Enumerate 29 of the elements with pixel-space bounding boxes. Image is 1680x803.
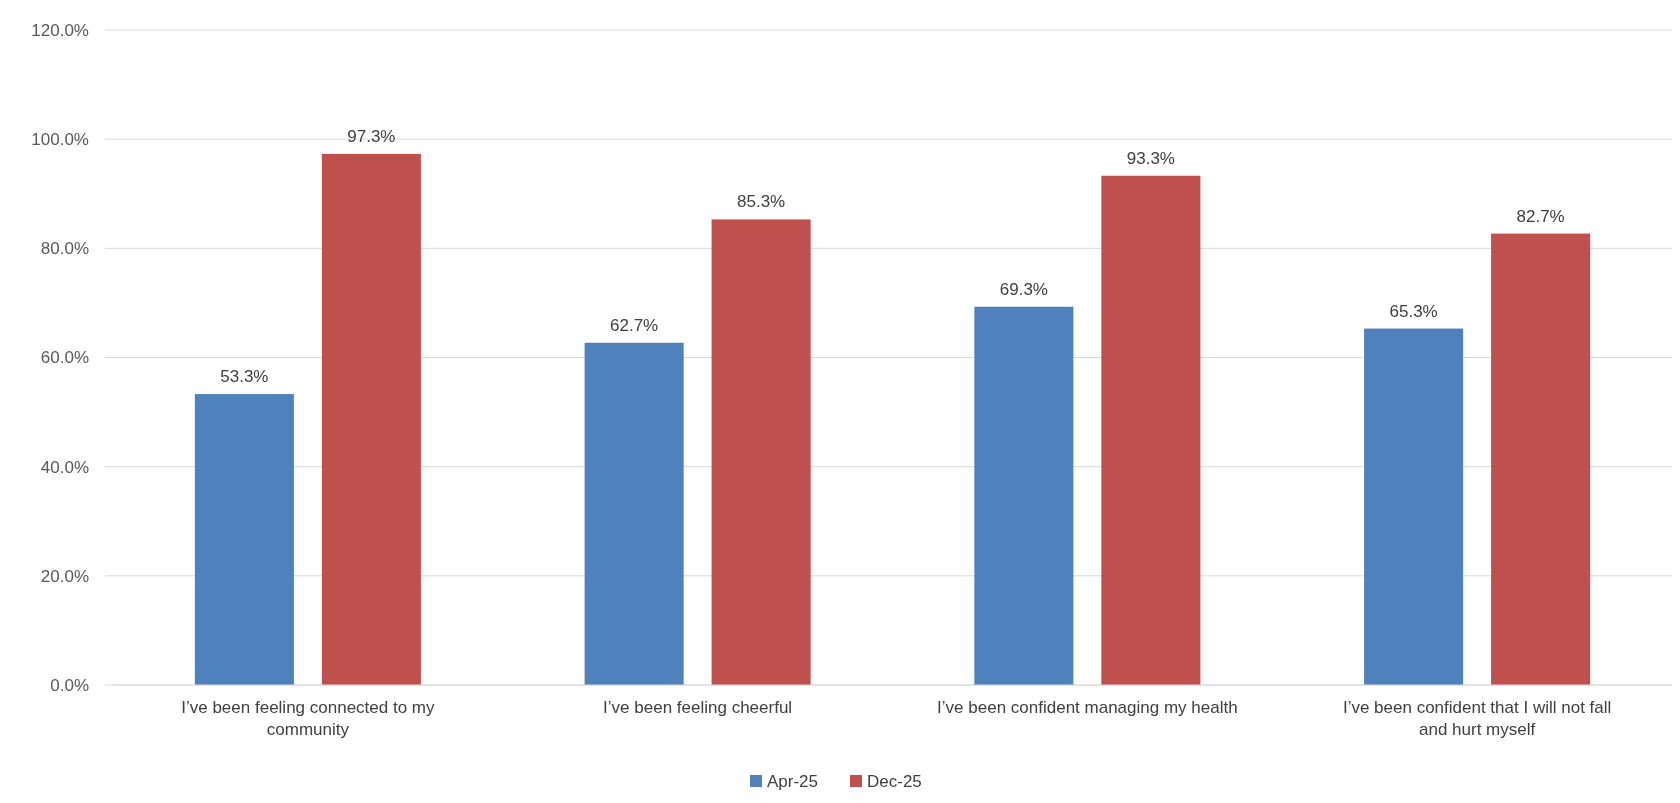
data-label: 53.3% — [220, 367, 269, 387]
y-tick-label: 80.0% — [40, 239, 89, 259]
bar — [711, 219, 811, 685]
y-tick-label: 100.0% — [31, 130, 89, 150]
x-tick-label: I’ve been feeling cheerful — [603, 698, 793, 717]
bar — [974, 306, 1074, 685]
x-tick-label: I’ve been confident managing my health — [937, 698, 1238, 717]
bar — [1101, 175, 1201, 685]
bar — [584, 342, 684, 685]
data-label: 93.3% — [1126, 148, 1175, 168]
data-label: 82.7% — [1516, 206, 1565, 226]
bar — [194, 394, 294, 685]
data-label: 65.3% — [1389, 301, 1438, 321]
y-tick-label: 0.0% — [50, 675, 89, 695]
data-label: 97.3% — [347, 126, 396, 146]
legend-label: Apr-25 — [767, 771, 819, 791]
x-tick-label: I’ve been confident that I will not fall and hurt myself — [1342, 698, 1612, 739]
data-label: 69.3% — [999, 279, 1048, 299]
bar — [321, 153, 421, 685]
data-label: 85.3% — [737, 192, 786, 212]
y-tick-label: 40.0% — [40, 457, 89, 477]
y-tick-label: 20.0% — [40, 566, 89, 586]
y-tick-label: 60.0% — [40, 348, 89, 368]
bar — [1491, 233, 1591, 685]
bar — [1364, 328, 1464, 685]
y-tick-label: 120.0% — [31, 20, 89, 40]
x-tick-label: I’ve been feeling connected to my community — [181, 698, 436, 739]
legend-label: Dec-25 — [867, 771, 922, 791]
data-label: 62.7% — [610, 315, 659, 335]
